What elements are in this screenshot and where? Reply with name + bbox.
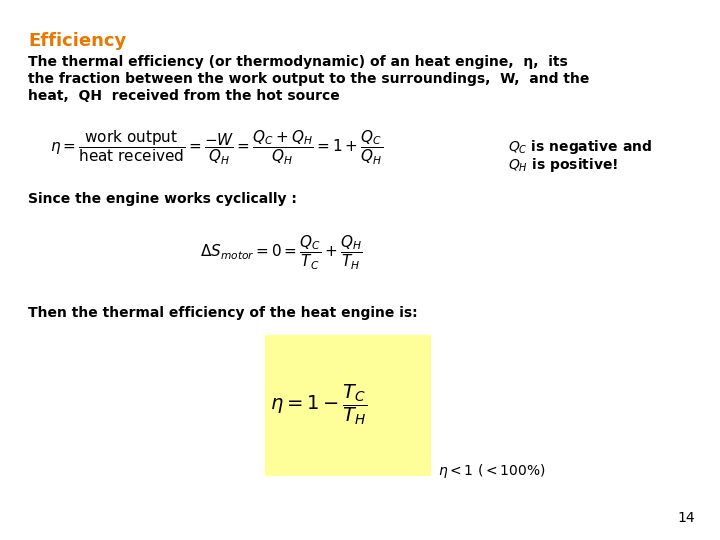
- Text: Since the engine works cyclically :: Since the engine works cyclically :: [28, 192, 297, 206]
- Text: $Q_C$ is negative and: $Q_C$ is negative and: [508, 138, 652, 156]
- Text: Then the thermal efficiency of the heat engine is:: Then the thermal efficiency of the heat …: [28, 306, 418, 320]
- Text: $\eta = \dfrac{\mathrm{work\ output}}{\mathrm{heat\ received}} = \dfrac{-W}{Q_H}: $\eta = \dfrac{\mathrm{work\ output}}{\m…: [50, 129, 383, 167]
- Text: heat,  QH  received from the hot source: heat, QH received from the hot source: [28, 89, 340, 103]
- Text: Efficiency: Efficiency: [28, 32, 126, 50]
- Text: The thermal efficiency (or thermodynamic) of an heat engine,  η,  its: The thermal efficiency (or thermodynamic…: [28, 55, 568, 69]
- Bar: [265, 335, 430, 475]
- Text: $\Delta S_{motor} = 0 = \dfrac{Q_C}{T_C} + \dfrac{Q_H}{T_H}$: $\Delta S_{motor} = 0 = \dfrac{Q_C}{T_C}…: [200, 234, 363, 272]
- Text: 14: 14: [678, 511, 695, 525]
- Text: $Q_H$ is positive!: $Q_H$ is positive!: [508, 156, 618, 174]
- Text: $\eta = 1 - \dfrac{T_C}{T_H}$: $\eta = 1 - \dfrac{T_C}{T_H}$: [270, 383, 367, 427]
- Text: the fraction between the work output to the surroundings,  W,  and the: the fraction between the work output to …: [28, 72, 590, 86]
- Text: $\eta < 1\ (<100\%)$: $\eta < 1\ (<100\%)$: [438, 462, 546, 480]
